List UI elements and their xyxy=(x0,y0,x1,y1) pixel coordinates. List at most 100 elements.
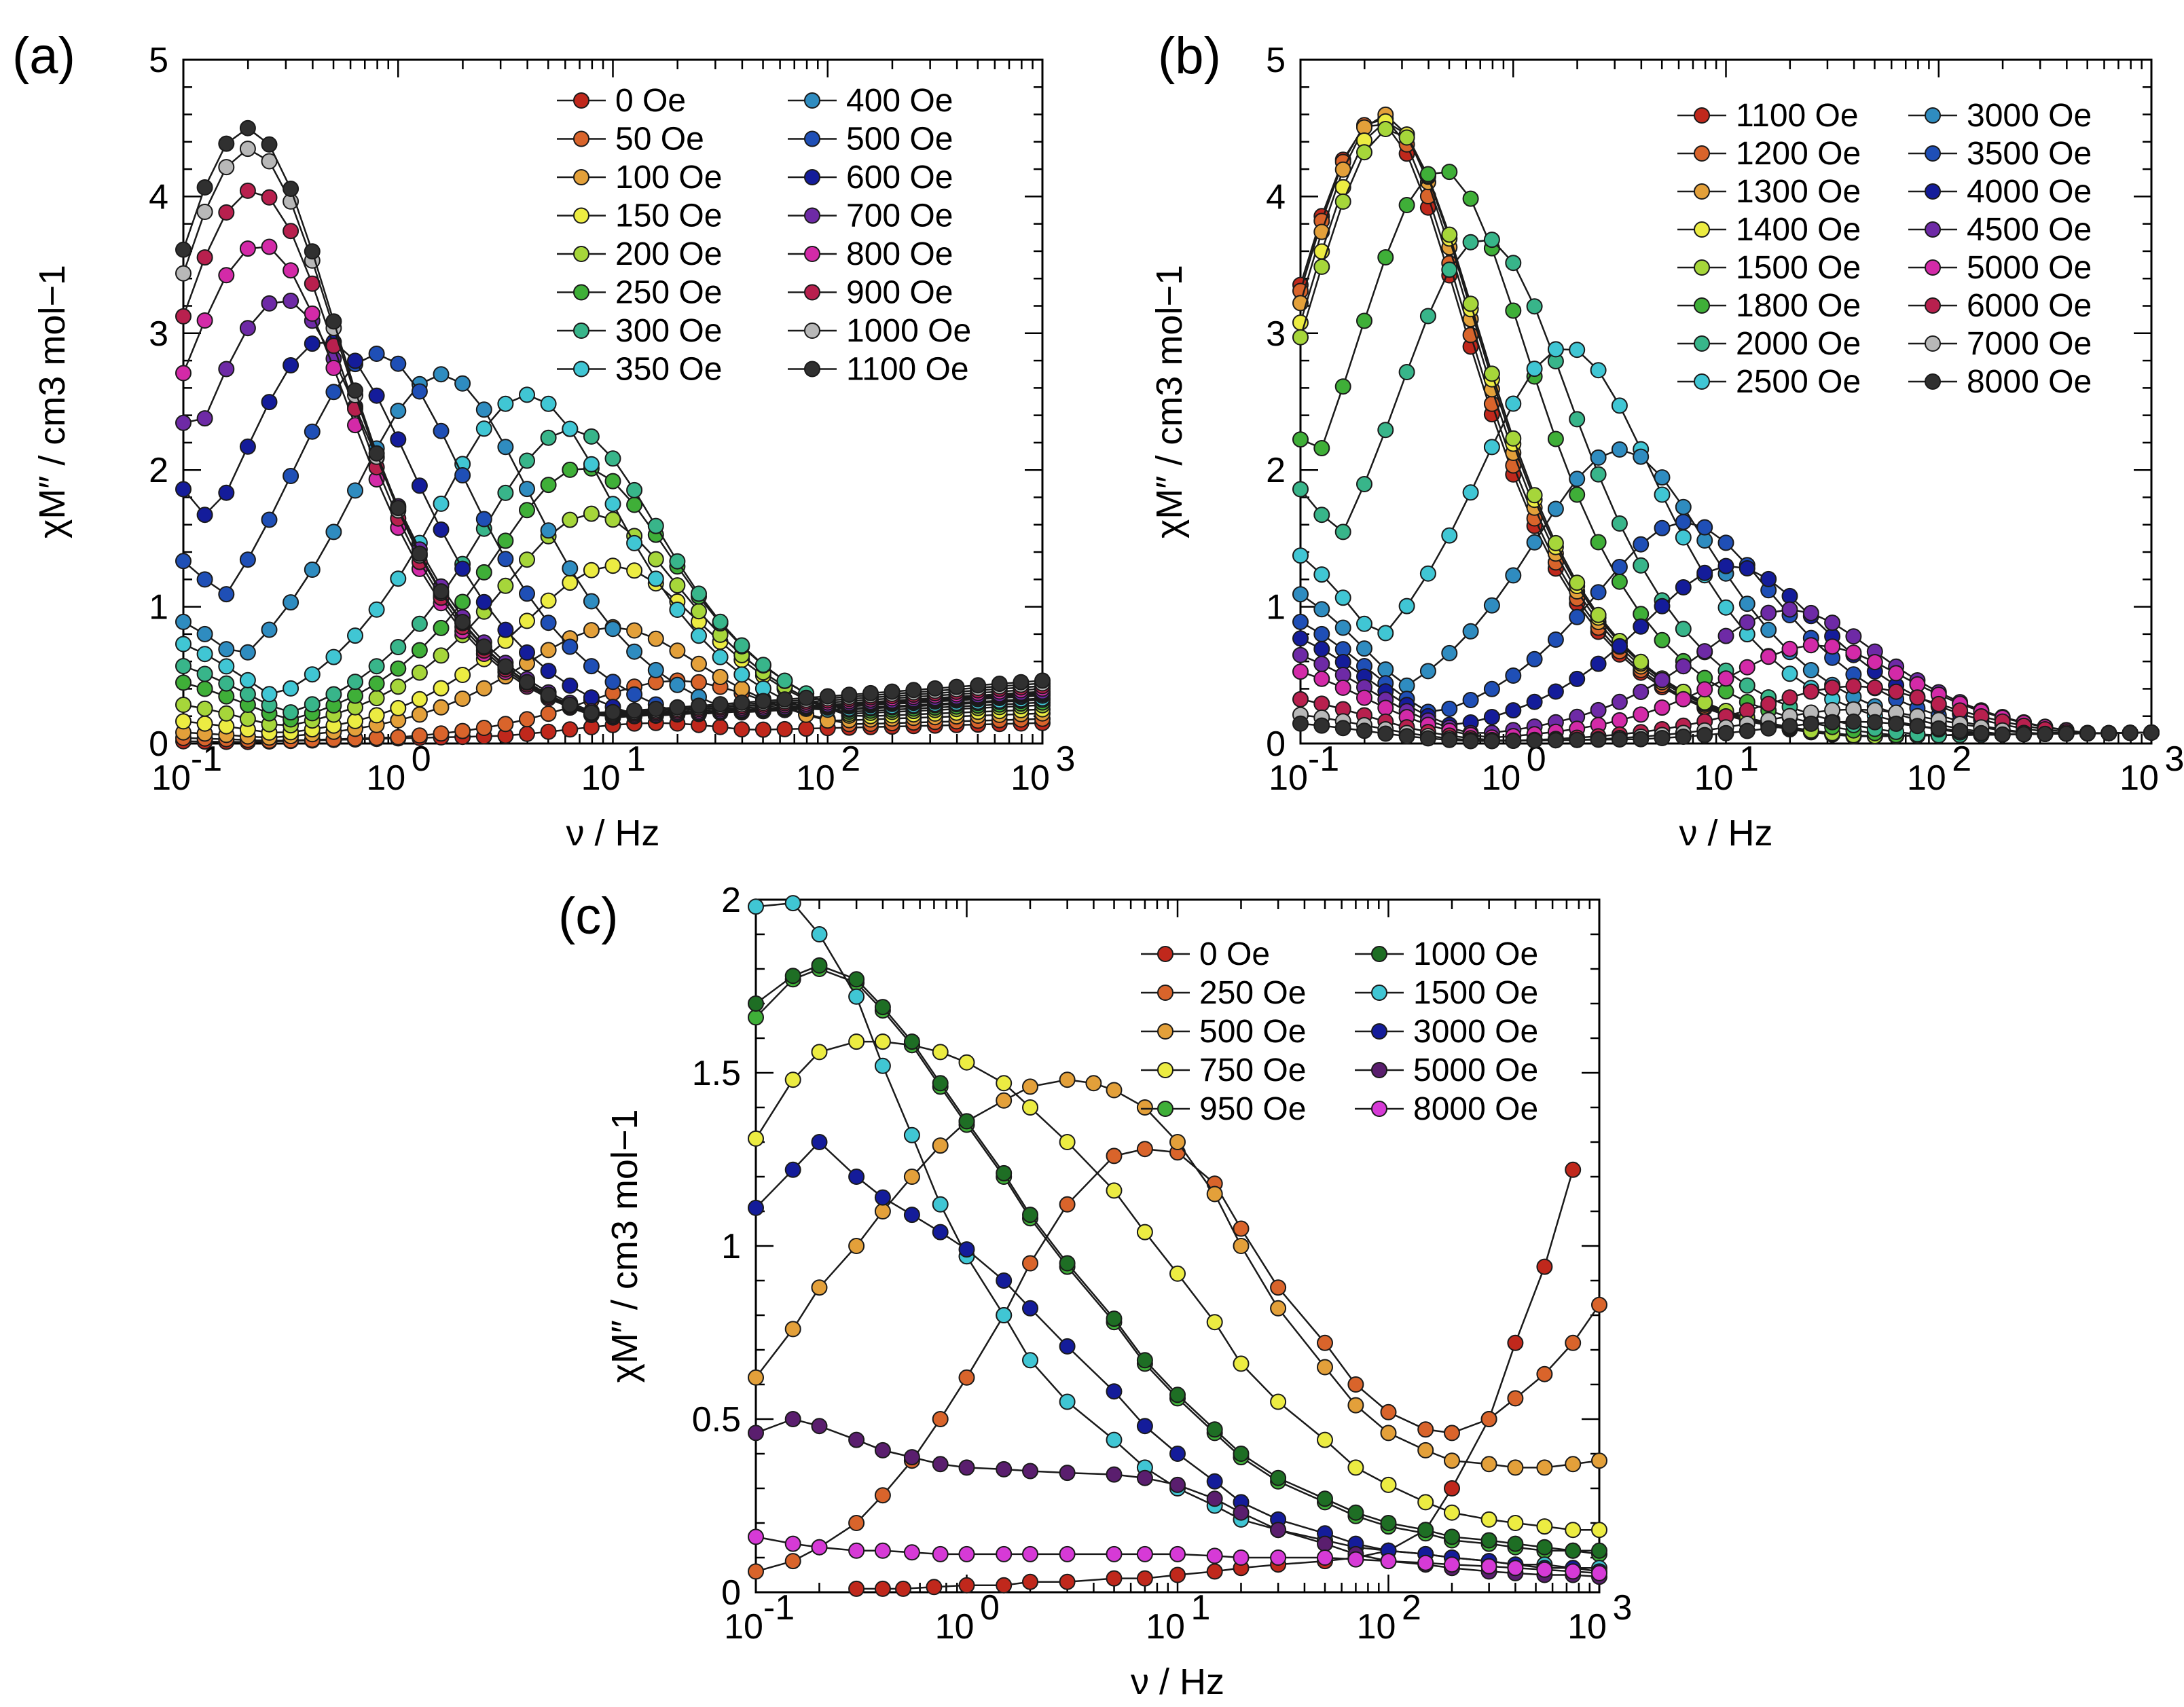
data-point xyxy=(347,382,363,399)
data-point xyxy=(475,638,492,655)
data-point xyxy=(1356,144,1372,161)
data-point xyxy=(1565,1522,1582,1539)
data-point xyxy=(497,484,514,501)
data-point xyxy=(1696,727,1713,744)
data-point xyxy=(540,663,557,680)
data-point xyxy=(433,422,450,439)
data-point xyxy=(1536,1561,1553,1578)
data-point xyxy=(958,1577,975,1594)
data-point xyxy=(411,642,428,659)
x-axis-title: ν / Hz xyxy=(1131,1662,1224,1702)
legend-label: 8000 Oe xyxy=(1967,364,2092,400)
data-point xyxy=(1334,679,1351,696)
data-point xyxy=(1909,689,1926,706)
data-point xyxy=(1675,579,1692,595)
data-point xyxy=(540,642,557,659)
data-point xyxy=(1292,715,1309,732)
data-point xyxy=(519,502,535,519)
data-point xyxy=(604,674,621,691)
data-point xyxy=(1022,1463,1038,1480)
data-point xyxy=(218,586,235,603)
data-point xyxy=(583,704,600,721)
y-tick-label: 4 xyxy=(149,177,168,217)
data-point xyxy=(669,577,686,594)
x-tick-label: 10 xyxy=(1011,758,1050,798)
data-point xyxy=(196,410,213,427)
data-point xyxy=(1356,640,1372,657)
data-point xyxy=(926,680,943,697)
data-point xyxy=(1569,471,1586,488)
data-point xyxy=(1292,646,1309,663)
legend-marker xyxy=(804,246,820,262)
data-point xyxy=(1444,1528,1460,1545)
data-point xyxy=(748,898,764,915)
data-point xyxy=(1802,662,1819,678)
data-point xyxy=(519,725,535,742)
data-point xyxy=(712,648,729,665)
data-point xyxy=(1106,1082,1123,1099)
data-point xyxy=(1654,699,1671,716)
data-point xyxy=(1136,1418,1153,1435)
data-point xyxy=(1590,731,1607,748)
series-line xyxy=(183,394,1043,711)
data-point xyxy=(1013,674,1030,691)
data-point xyxy=(1444,1480,1460,1497)
data-point xyxy=(347,674,363,691)
data-point xyxy=(218,641,235,658)
data-point xyxy=(1930,695,1947,712)
data-point xyxy=(2079,725,2096,742)
data-point xyxy=(895,1580,911,1597)
data-point xyxy=(996,1164,1013,1181)
data-point xyxy=(874,1203,891,1219)
data-point xyxy=(519,386,535,403)
x-tick-label: 10 xyxy=(366,758,405,798)
legend-label: 1300 Oe xyxy=(1736,174,1861,210)
data-point xyxy=(996,1545,1013,1562)
legend-label: 3500 Oe xyxy=(1967,136,2092,172)
x-tick-exponent: 1 xyxy=(1739,739,1759,779)
data-point xyxy=(991,676,1008,692)
series-group xyxy=(748,895,1607,1597)
data-point xyxy=(1136,1099,1153,1116)
data-point xyxy=(1419,730,1436,747)
data-point xyxy=(540,686,557,703)
data-point xyxy=(583,456,600,473)
data-point xyxy=(1717,557,1734,574)
data-point xyxy=(1536,1459,1553,1476)
data-point xyxy=(475,720,492,736)
data-point xyxy=(1441,644,1458,661)
data-point xyxy=(411,383,428,400)
data-point xyxy=(1505,667,1522,684)
data-point xyxy=(903,1126,920,1143)
x-tick-exponent: -1 xyxy=(1308,739,1339,779)
data-point xyxy=(1505,395,1522,412)
data-point xyxy=(1380,1425,1397,1442)
data-point xyxy=(1483,232,1500,249)
legend-marker xyxy=(573,246,589,262)
data-point xyxy=(1059,1255,1076,1272)
data-point xyxy=(1696,643,1713,660)
data-point xyxy=(218,658,235,675)
data-point xyxy=(1334,193,1351,210)
data-point xyxy=(1824,638,1841,655)
data-point xyxy=(540,705,557,722)
data-point xyxy=(647,570,664,587)
data-point xyxy=(1994,726,2011,743)
legend-label: 8000 Oe xyxy=(1413,1091,1538,1127)
data-point xyxy=(1380,1515,1397,1531)
legend-marker xyxy=(1925,297,1941,314)
data-point xyxy=(733,694,750,711)
data-point xyxy=(1313,601,1330,618)
legend-marker xyxy=(804,92,820,109)
panel-label: (a) xyxy=(12,27,75,85)
y-tick-label: 0.5 xyxy=(692,1400,741,1439)
data-point xyxy=(1909,718,1926,735)
data-point xyxy=(811,1044,828,1061)
data-point xyxy=(196,665,213,682)
data-point xyxy=(1022,1099,1038,1116)
data-point xyxy=(1483,680,1500,697)
y-tick-label: 3 xyxy=(149,314,168,354)
